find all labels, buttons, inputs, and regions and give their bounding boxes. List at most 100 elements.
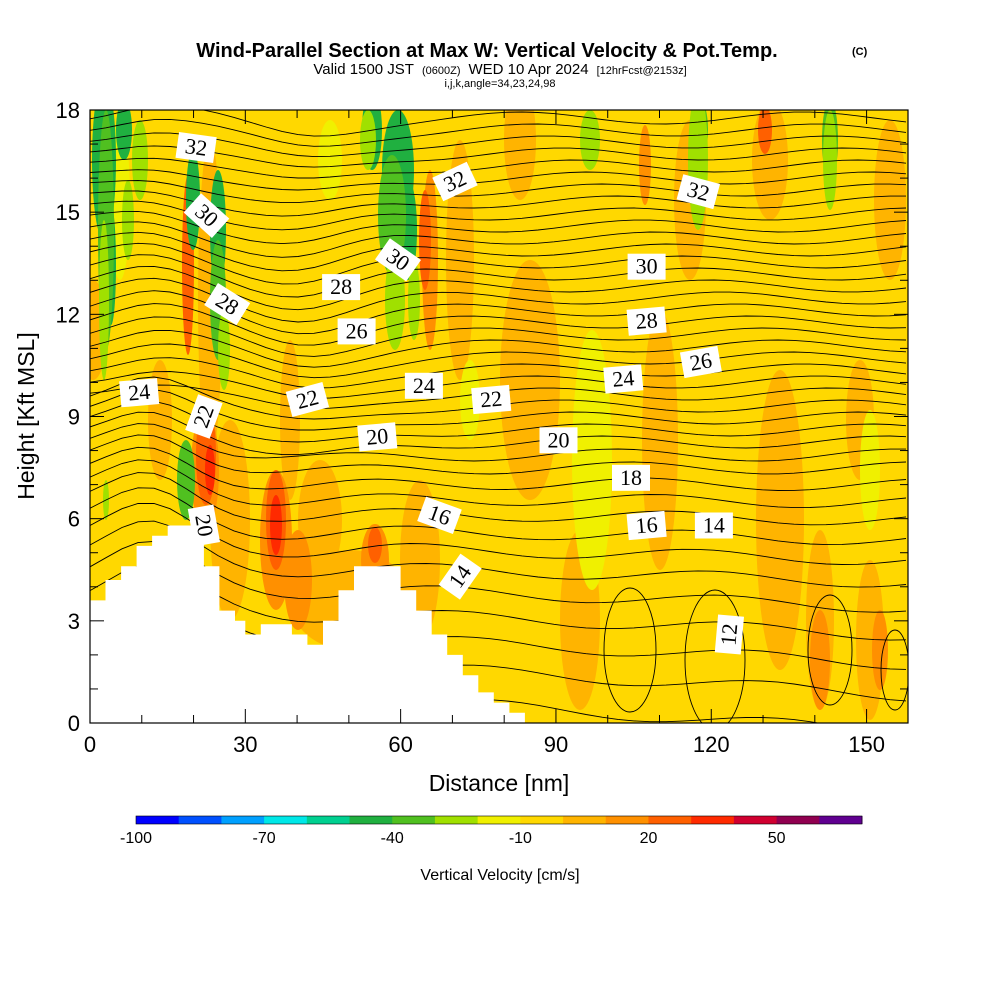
contour-label: 16 <box>626 510 667 541</box>
x-tick-labels: 0 30 60 90 120 150 <box>84 732 885 757</box>
contour-label-text: 18 <box>620 465 642 490</box>
contour-label-box <box>337 318 376 345</box>
contour-label: 24 <box>119 378 160 408</box>
colorbar-swatch <box>349 816 393 824</box>
velocity-region <box>205 445 215 495</box>
theta-contour-line <box>90 357 907 389</box>
copyright-mark: (C) <box>852 46 868 58</box>
forecast-info: [12hrFcst@2153z] <box>597 65 687 77</box>
velocity-region <box>874 120 906 280</box>
colorbar-swatch <box>221 816 265 824</box>
velocity-region <box>460 360 480 440</box>
contour-label: 26 <box>337 318 376 345</box>
terrain <box>90 525 908 723</box>
velocity-region <box>280 340 300 500</box>
contour-label: 22 <box>185 394 223 439</box>
contour-label-box <box>627 253 666 280</box>
colorbar-swatch <box>392 816 436 824</box>
velocity-region <box>210 420 250 620</box>
plot-frame <box>89 109 909 724</box>
velocity-region <box>419 190 431 290</box>
velocity-region <box>580 110 600 170</box>
velocity-region <box>810 610 830 710</box>
colorbar-tick-label: -100 <box>120 830 152 847</box>
contour-label-text: 20 <box>190 512 218 538</box>
theta-contour-line <box>90 520 907 588</box>
colorbar-swatch <box>178 816 222 824</box>
colorbar-tick-label: 20 <box>640 830 658 847</box>
theta-contour-line <box>90 231 907 272</box>
theta-contour-line <box>90 303 907 346</box>
x-tick-label: 90 <box>544 732 568 757</box>
contour-label-text: 22 <box>479 386 503 413</box>
velocity-region <box>823 110 837 210</box>
contour-label: 22 <box>471 384 512 415</box>
contour-label: 28 <box>626 306 667 336</box>
y-tick-labels: 0 3 6 9 12 15 18 <box>56 98 80 736</box>
y-tick-label: 15 <box>56 200 80 225</box>
velocity-region <box>639 125 651 205</box>
chart-subtitle: Valid 1500 JST (0600Z) WED 10 Apr 2024 [… <box>313 61 686 78</box>
contour-label: 20 <box>539 427 578 454</box>
contour-label-box <box>626 306 667 336</box>
contour-label-box <box>185 394 223 439</box>
velocity-region <box>504 110 536 200</box>
velocity-region <box>408 260 420 340</box>
contour-label-text: 26 <box>688 347 714 375</box>
contour-label: 28 <box>322 274 361 301</box>
velocity-region <box>360 110 376 170</box>
velocity-region <box>116 110 132 160</box>
colorbar-tick-label: -70 <box>253 830 276 847</box>
contour-label-text: 20 <box>365 423 389 450</box>
theta-contour-loop <box>684 589 746 723</box>
contour-label-box <box>417 496 462 535</box>
theta-contour-loop <box>807 594 853 706</box>
theta-contour-line <box>90 502 907 565</box>
contour-label-text: 24 <box>611 365 635 392</box>
colorbar-swatch <box>477 816 521 824</box>
theta-contour-line <box>90 190 906 217</box>
velocity-region <box>872 610 888 690</box>
velocity-region <box>318 120 342 200</box>
y-axis-label: Height [Kft MSL] <box>13 332 39 499</box>
colorbar-swatch <box>520 816 564 824</box>
colorbar-swatch <box>306 816 351 824</box>
colorbar-swatch <box>776 816 820 824</box>
contour-label-text: 24 <box>413 373 435 398</box>
theta-contour-line <box>90 400 907 443</box>
theta-contour-loop <box>603 587 657 713</box>
x-axis-label: Distance [nm] <box>429 770 570 796</box>
theta-contour-loop <box>880 629 908 711</box>
colorbar-swatch <box>648 816 692 824</box>
theta-contour-line <box>90 540 907 613</box>
contour-label: 20 <box>187 504 221 547</box>
contour-label-text: 26 <box>346 318 368 343</box>
contour-label-text: 12 <box>715 622 742 646</box>
colorbar-tick-label: -40 <box>381 830 404 847</box>
velocity-region <box>99 220 109 380</box>
contour-label-box <box>539 427 578 454</box>
x-tick-label: 60 <box>388 732 412 757</box>
chart-title: Wind-Parallel Section at Max W: Vertical… <box>196 40 777 62</box>
velocity-region <box>186 150 200 250</box>
contour-label-text: 16 <box>635 512 659 539</box>
theta-contour-line <box>90 434 907 475</box>
x-tick-label: 0 <box>84 732 96 757</box>
colorbar-swatch <box>691 816 735 824</box>
colorbar-tick-labels: -100 -70 -40 -10 20 50 <box>120 830 786 847</box>
colorbar-swatch <box>819 816 863 824</box>
theta-contour-line <box>90 132 907 158</box>
velocity-region <box>756 370 804 670</box>
contour-label-text: 24 <box>127 379 151 406</box>
contour-label-box <box>714 614 745 655</box>
colorbar-swatch <box>563 816 607 824</box>
theta-contour-line <box>90 118 907 147</box>
theta-contour-line <box>90 563 907 641</box>
contour-label-box <box>285 382 330 417</box>
contour-label-box <box>187 504 221 547</box>
contour-label-text: 32 <box>184 133 209 161</box>
velocity-region <box>446 140 474 380</box>
theta-contour-line <box>90 242 907 285</box>
